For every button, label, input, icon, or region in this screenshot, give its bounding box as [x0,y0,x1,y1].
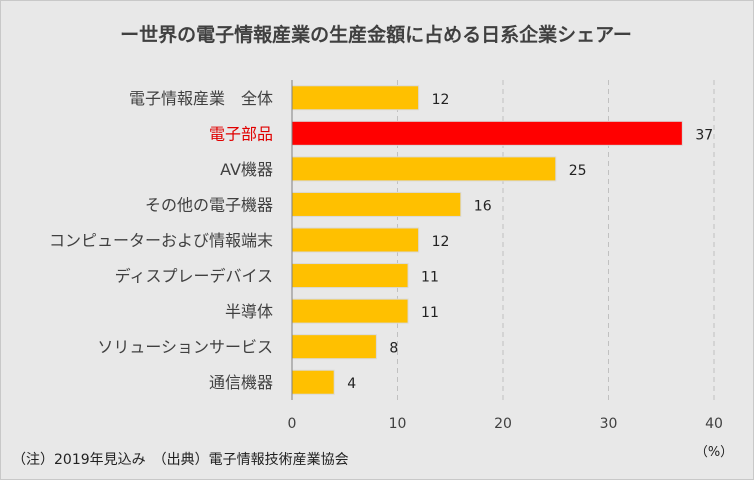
category-label: コンピューターおよび情報端末 [49,231,273,250]
bar [291,334,377,360]
x-tick-label: 0 [288,416,297,432]
bar [291,263,409,289]
bar [291,156,557,182]
category-label: ディスプレーデバイス [115,267,273,286]
footnote: （注）2019年見込み （出典）電子情報技術産業協会 [12,452,349,468]
value-label: 4 [347,376,356,392]
value-label: 11 [421,270,439,286]
category-label: AV機器 [220,160,273,179]
value-label: 11 [421,305,439,321]
category-label: ソリューションサービス [97,338,273,357]
category-label: 電子情報産業 全体 [129,89,273,108]
bar [291,85,420,111]
category-label: 通信機器 [209,373,273,392]
value-label: 16 [474,198,492,214]
x-tick-label: 30 [600,416,618,432]
chart-title: ー世界の電子情報産業の生産金額に占める日系企業シェアー [120,24,632,46]
bar [291,191,462,217]
bar [291,227,420,253]
x-tick-label: 10 [389,416,407,432]
category-label: 半導体 [225,302,273,321]
value-label: 37 [695,127,713,143]
bars [291,85,683,395]
value-label: 25 [569,163,587,179]
value-label: 12 [432,92,450,108]
bar [291,369,335,395]
value-label: 8 [389,341,398,357]
labels: 0 10 20 30 40 （%） 電子情報産業 全体 12 電子部品 37 AV機器 25 その他の電… [49,89,733,460]
category-label: その他の電子機器 [145,195,273,214]
category-label: 電子部品 [209,124,273,143]
bar [291,298,409,324]
value-label: 12 [432,234,450,250]
x-unit-label: （%） [695,445,733,460]
x-tick-label: 20 [494,416,512,432]
bar [291,120,683,146]
x-tick-label: 40 [705,416,723,432]
